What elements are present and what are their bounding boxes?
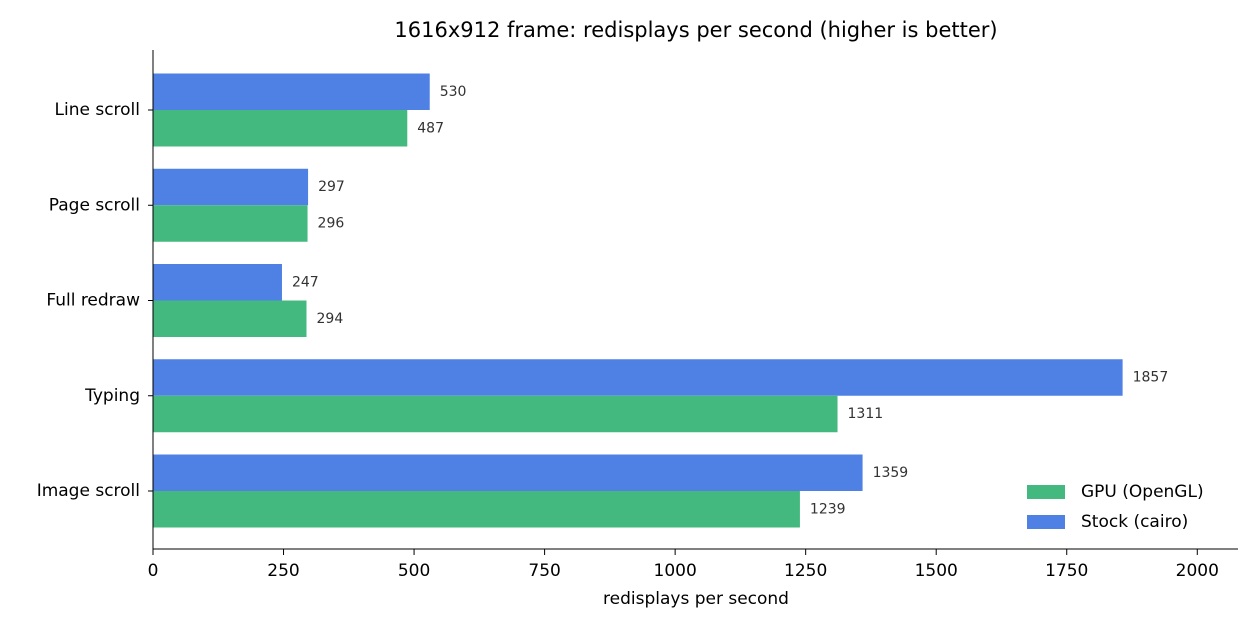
y-tick-label: Full redraw bbox=[46, 291, 140, 311]
value-label: 296 bbox=[318, 216, 345, 232]
bar bbox=[153, 168, 309, 206]
x-tick-label: 500 bbox=[398, 561, 430, 581]
value-label: 1857 bbox=[1133, 370, 1169, 386]
value-label: 1359 bbox=[873, 465, 909, 481]
legend-swatch bbox=[1027, 485, 1065, 499]
x-tick-label: 250 bbox=[267, 561, 299, 581]
legend-swatch bbox=[1027, 515, 1065, 529]
y-tick-label: Line scroll bbox=[55, 100, 141, 120]
x-axis-label: redisplays per second bbox=[603, 589, 789, 609]
value-label: 1239 bbox=[810, 501, 846, 517]
legend-label: Stock (cairo) bbox=[1081, 512, 1188, 532]
value-label: 294 bbox=[317, 311, 344, 327]
value-label: 530 bbox=[440, 84, 467, 100]
bar bbox=[153, 454, 863, 491]
bar bbox=[153, 73, 430, 110]
bar bbox=[153, 395, 838, 433]
value-label: 297 bbox=[318, 179, 345, 195]
bar bbox=[153, 359, 1123, 396]
value-label: 1311 bbox=[848, 406, 884, 422]
bar bbox=[153, 110, 408, 147]
value-label: 487 bbox=[417, 120, 444, 136]
bar bbox=[153, 491, 800, 528]
bar bbox=[153, 300, 307, 337]
y-tick-label: Image scroll bbox=[37, 481, 140, 501]
value-label: 247 bbox=[292, 274, 319, 290]
bar bbox=[153, 264, 282, 301]
legend-label: GPU (OpenGL) bbox=[1081, 482, 1204, 502]
y-tick-label: Page scroll bbox=[49, 195, 140, 215]
x-tick-label: 1000 bbox=[654, 561, 697, 581]
y-tick-label: Typing bbox=[84, 386, 140, 406]
bar bbox=[153, 205, 308, 242]
x-tick-label: 750 bbox=[528, 561, 560, 581]
x-tick-label: 1500 bbox=[915, 561, 958, 581]
x-tick-label: 1750 bbox=[1045, 561, 1088, 581]
chart-title: 1616x912 frame: redisplays per second (h… bbox=[394, 18, 997, 42]
x-tick-label: 0 bbox=[148, 561, 159, 581]
x-tick-label: 2000 bbox=[1176, 561, 1219, 581]
x-tick-label: 1250 bbox=[784, 561, 827, 581]
